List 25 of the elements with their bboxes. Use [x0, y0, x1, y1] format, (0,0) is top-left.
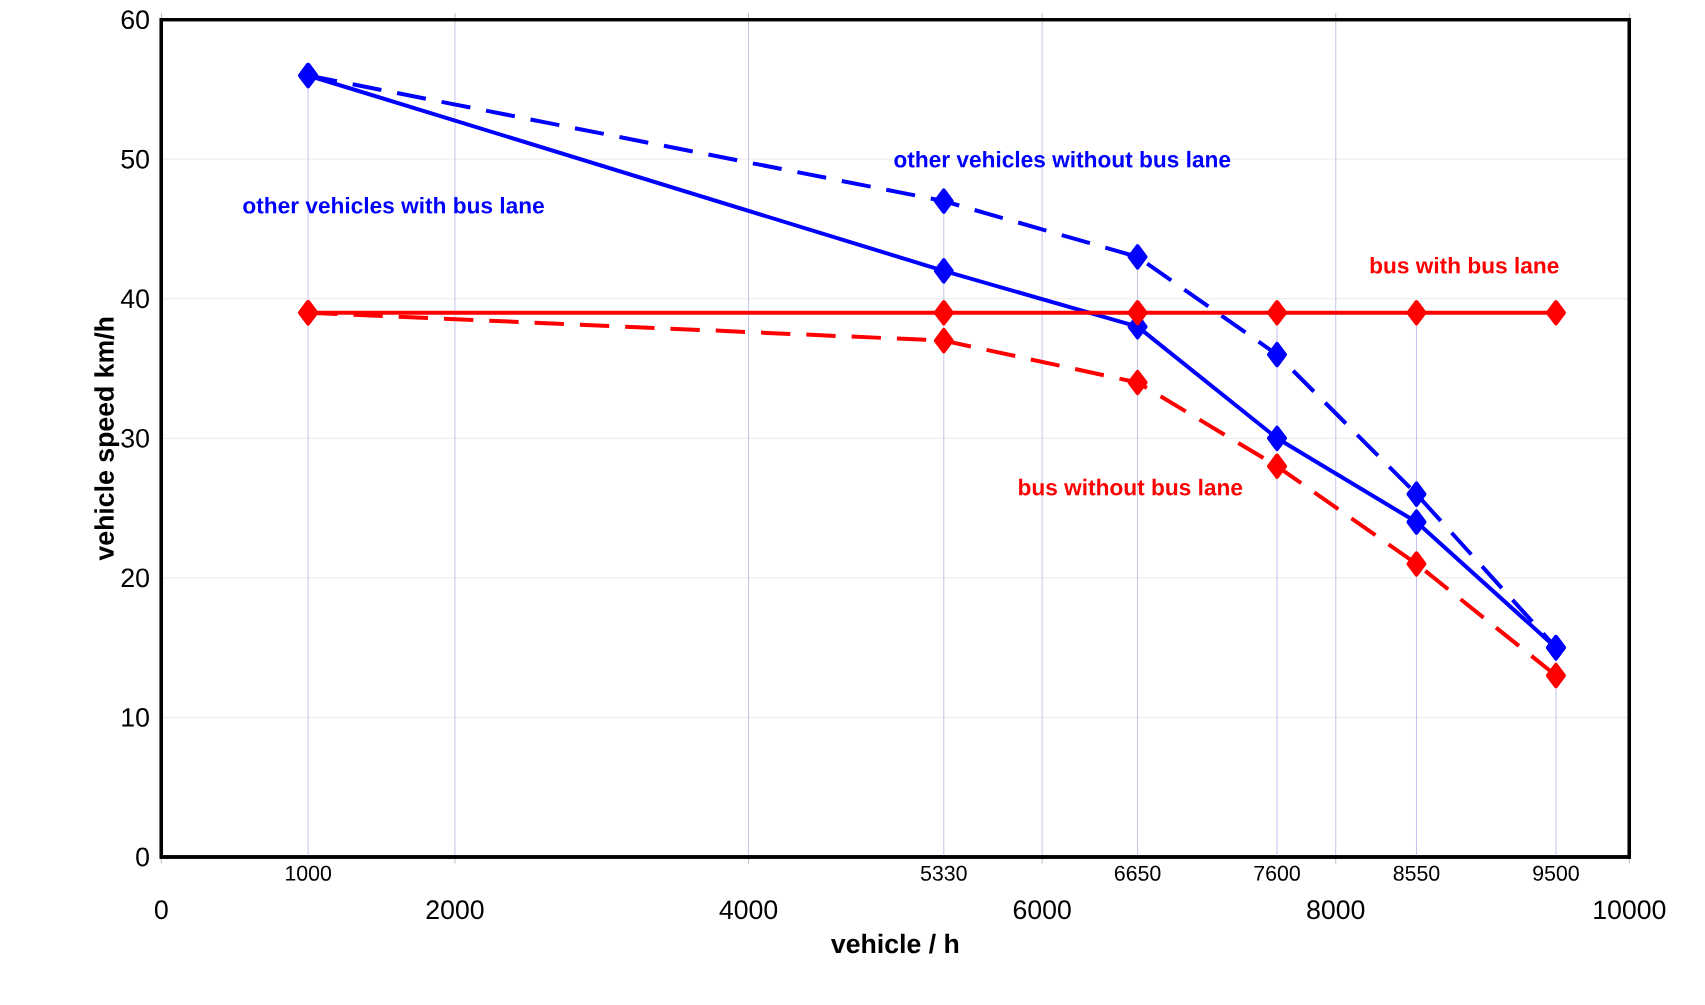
y-tick-label: 10 [122, 708, 149, 727]
series-label: bus without bus lane [1019, 478, 1243, 496]
annotation: 1000 [286, 865, 332, 881]
series-label: other vehicles without bus lane [894, 150, 1231, 168]
x-axis-title: vehicle / h [830, 933, 959, 954]
series-label: bus with bus lane [1370, 256, 1559, 274]
annotation: 6650 [1114, 865, 1161, 881]
y-tick-label: 0 [136, 847, 149, 867]
x-tick-label: 2000 [426, 900, 484, 920]
x-tick-label: 0 [154, 900, 168, 920]
x-tick-label: 8000 [1307, 900, 1365, 920]
annotation: 9500 [1533, 865, 1579, 881]
annotation: 8550 [1393, 865, 1440, 881]
text: other vehicles with bus lane [243, 196, 544, 214]
y-tick-label: 20 [121, 568, 149, 588]
y-tick-label: 30 [121, 428, 149, 448]
x-tick-label: 4000 [719, 900, 778, 920]
annotation: 5330 [920, 865, 967, 881]
y-tick-label: 50 [121, 149, 149, 169]
x-tick-label: 6000 [1013, 900, 1071, 920]
annotation: 7600 [1254, 865, 1300, 881]
y-tick-label: 40 [120, 289, 149, 309]
x-tick-label: 10000 [1594, 900, 1666, 920]
y-axis-title: vehicle speed km/h [94, 317, 120, 561]
y-tick-label: 60 [121, 10, 149, 30]
